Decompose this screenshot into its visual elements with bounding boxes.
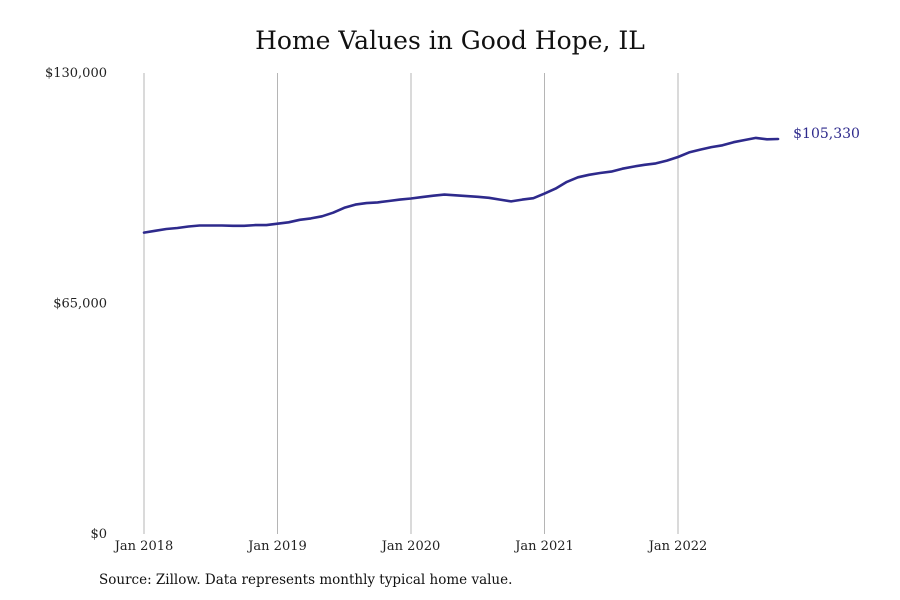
end-value-label: $105,330 [793, 126, 860, 142]
x-tick-label: Jan 2018 [113, 539, 174, 554]
y-tick-label: $130,000 [45, 66, 107, 81]
y-tick-label: $0 [90, 527, 107, 542]
y-tick-label: $65,000 [53, 297, 107, 312]
x-tick-label: Jan 2022 [647, 539, 708, 554]
end-labels: $105,330 [793, 126, 860, 142]
x-tick-labels: Jan 2018 Jan 2019 Jan 2020 Jan 2021 Jan 2022 [113, 539, 708, 554]
source-note: Source: Zillow. Data represents monthly … [99, 572, 513, 588]
series-lines [142, 136, 780, 234]
x-tick-label: Jan 2020 [380, 539, 441, 554]
series-line [142, 136, 780, 234]
x-tick-label: Jan 2019 [246, 539, 307, 554]
y-tick-labels: $0 $65,000 $130,000 [45, 66, 107, 542]
x-tick-label: Jan 2021 [513, 539, 574, 554]
x-gridlines [143, 73, 679, 534]
chart-title: Home Values in Good Hope, IL [255, 26, 645, 55]
